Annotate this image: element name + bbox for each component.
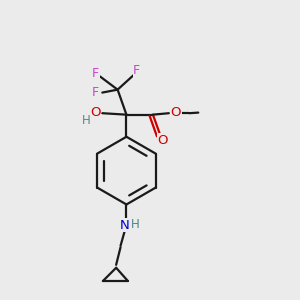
Text: O: O — [170, 106, 181, 119]
Text: F: F — [133, 64, 140, 77]
Text: F: F — [92, 67, 99, 80]
Text: O: O — [158, 134, 168, 147]
Text: F: F — [92, 86, 99, 99]
Text: O: O — [90, 106, 101, 119]
Text: H: H — [81, 114, 90, 127]
Text: N: N — [120, 219, 130, 232]
Text: H: H — [131, 218, 140, 231]
